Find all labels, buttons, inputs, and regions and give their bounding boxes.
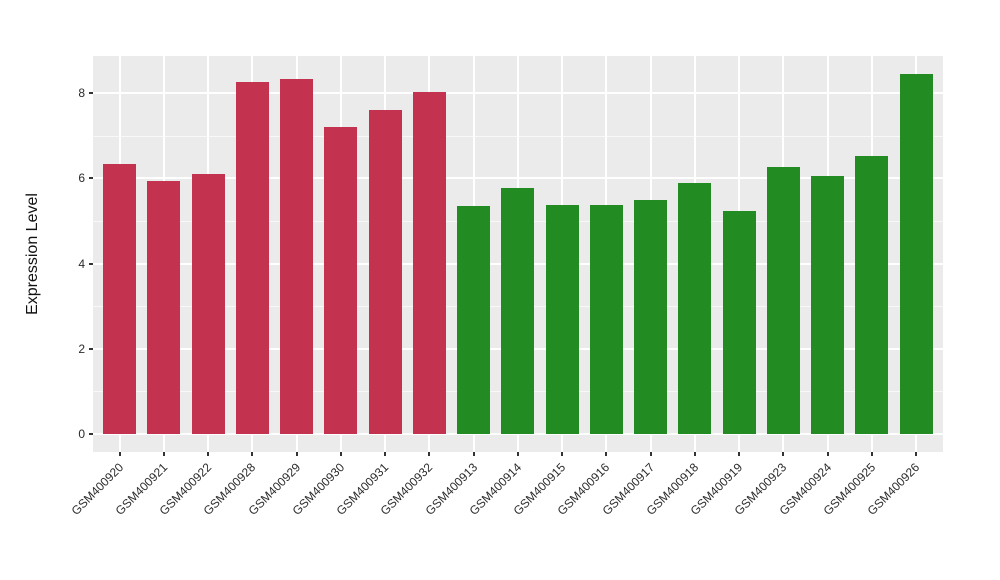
x-axis-tick [693,452,696,456]
bar-GSM400925 [855,155,889,434]
x-axis-tick [782,452,785,456]
x-axis-tick [384,452,387,456]
bar-GSM400916 [589,205,623,434]
bar-GSM400915 [545,204,579,434]
y-axis-tick [89,347,93,350]
bar-GSM400919 [722,210,756,434]
bar-GSM400921 [147,180,181,434]
minor-gridline [93,135,943,137]
x-axis-tick [207,452,210,456]
y-axis-tick [89,177,93,180]
x-axis-tick [118,452,121,456]
x-axis-tick [516,452,519,456]
x-axis-tick [295,452,298,456]
bar-GSM400920 [103,163,137,434]
y-axis-title: Expression Level [24,193,41,315]
major-gridline [93,92,943,95]
bar-GSM400926 [899,74,933,434]
y-tick-label: 6 [78,171,85,186]
x-axis-tick [738,452,741,456]
bar-GSM400932 [412,91,446,434]
bar-GSM400931 [368,109,402,434]
x-axis-tick [428,452,431,456]
x-axis-tick [561,452,564,456]
x-axis-tick [870,452,873,456]
major-gridline [93,433,943,435]
bar-GSM400929 [280,79,314,434]
bar-GSM400914 [501,188,535,434]
bar-GSM400923 [766,166,800,434]
major-gridline [93,177,943,180]
y-tick-label: 4 [78,256,85,271]
bar-GSM400928 [235,81,269,434]
x-axis-tick [649,452,652,456]
bar-GSM400918 [678,182,712,434]
bar-GSM400924 [811,175,845,434]
bar-GSM400913 [457,206,491,434]
x-axis-tick [915,452,918,456]
bar-GSM400922 [191,174,225,434]
x-axis-tick [251,452,254,456]
y-tick-label: 8 [78,86,85,101]
y-tick-label: 2 [78,341,85,356]
x-axis-tick [339,452,342,456]
x-axis-tick [162,452,165,456]
x-axis-tick [605,452,608,456]
y-axis-tick [89,92,93,95]
plot-panel [93,56,943,452]
bar-GSM400930 [324,126,358,434]
x-axis-tick [826,452,829,456]
x-axis-tick [472,452,475,456]
y-axis-tick [89,262,93,265]
y-axis-tick [89,433,93,435]
y-tick-label: 0 [78,427,85,441]
bar-GSM400917 [634,200,668,434]
